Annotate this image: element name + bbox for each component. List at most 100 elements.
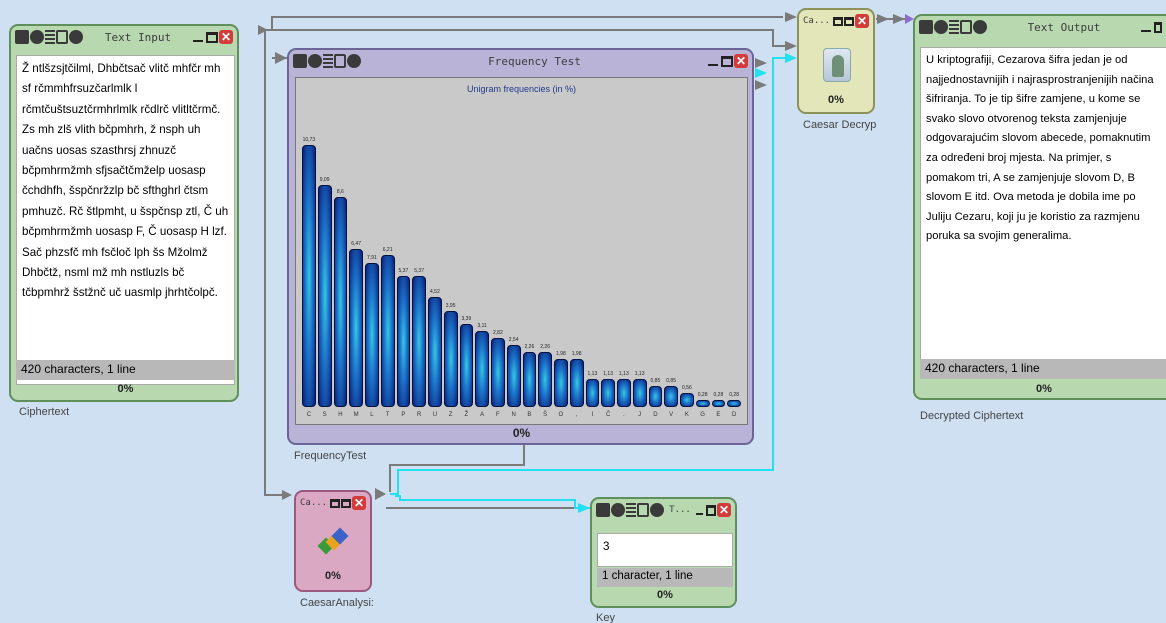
list-icon[interactable] (949, 20, 959, 34)
close-icon[interactable]: ✕ (352, 496, 366, 510)
help-icon[interactable] (973, 20, 987, 34)
minimize-icon[interactable] (193, 40, 203, 42)
frequency-test-titlebar[interactable]: Frequency Test ✕ (289, 50, 752, 72)
bar-value-label: 7,91 (362, 255, 382, 261)
image-settings-icon[interactable] (596, 503, 610, 517)
chart-bar (302, 145, 316, 407)
category-label: P (395, 412, 411, 418)
category-label: B (521, 412, 537, 418)
key-output-component[interactable]: T... ✕ 3 1 character, 1 line 0% (590, 497, 737, 608)
category-label: D (726, 412, 742, 418)
book-icon[interactable] (334, 54, 346, 68)
wire-input-to-decrypt-2 (272, 30, 785, 46)
text-input-status: 420 characters, 1 line (16, 360, 235, 380)
category-label: F (490, 412, 506, 418)
chart-bar (412, 276, 426, 407)
category-label: D (647, 412, 663, 418)
maximize-icon[interactable] (721, 56, 733, 67)
category-label: , (569, 412, 585, 418)
frequency-test-title: Frequency Test (361, 55, 708, 68)
chart-bar (507, 345, 521, 407)
category-label: H (332, 412, 348, 418)
caesar-analysis-titlebar[interactable]: Ca... ✕ (296, 492, 370, 514)
key-output-textarea[interactable]: 3 (597, 533, 733, 567)
maximize-icon[interactable] (341, 499, 351, 508)
gear-icon[interactable] (611, 503, 625, 517)
minimize-icon[interactable] (696, 513, 703, 515)
close-icon[interactable]: ✕ (219, 30, 233, 44)
bar-value-label: 6,47 (346, 241, 366, 247)
list-icon[interactable] (323, 54, 333, 68)
maximize-icon[interactable] (206, 32, 218, 43)
caesar-decrypt-icon (823, 48, 851, 82)
frequency-test-progress: 0% (295, 426, 748, 440)
book-icon[interactable] (56, 30, 68, 44)
chart-bar (586, 379, 600, 407)
chart-bar (444, 311, 458, 407)
maximize-icon[interactable] (1154, 22, 1162, 33)
image-settings-icon[interactable] (293, 54, 307, 68)
text-input-textarea[interactable]: Ž ntlšzsjtčilml, Dhbčtsač vlitč mhfčr mh… (16, 55, 235, 385)
bar-value-label: 3,39 (456, 316, 476, 322)
key-output-titlebar[interactable]: T... ✕ (592, 499, 735, 521)
chart-bar (460, 324, 474, 407)
category-label: L (364, 412, 380, 418)
bar-value-label: 3,95 (441, 303, 461, 309)
image-settings-icon[interactable] (919, 20, 933, 34)
chart-bar (727, 400, 741, 407)
close-icon[interactable]: ✕ (855, 14, 869, 28)
help-icon[interactable] (347, 54, 361, 68)
bar-value-label: 0,28 (724, 392, 744, 398)
text-input-titlebar[interactable]: Text Input ✕ (11, 26, 237, 48)
maximize-icon[interactable] (330, 499, 340, 508)
category-label: Z (443, 412, 459, 418)
wire-input-to-analysis (265, 30, 288, 495)
help-icon[interactable] (650, 503, 664, 517)
bar-value-label: 3,11 (472, 323, 492, 329)
maximize-icon[interactable] (833, 17, 843, 26)
text-output-titlebar[interactable]: Text Output (915, 16, 1166, 38)
category-label: T (380, 412, 396, 418)
key-output-status: 1 character, 1 line (597, 568, 733, 587)
book-icon[interactable] (637, 503, 649, 517)
caesar-decrypt-titlebar[interactable]: Ca... ✕ (799, 10, 873, 32)
chart-bar (523, 352, 537, 407)
caesar-decrypt-component[interactable]: Ca... ✕ 0% (797, 8, 875, 114)
text-input-title: Text Input (83, 31, 193, 44)
gear-icon[interactable] (308, 54, 322, 68)
image-settings-icon[interactable] (15, 30, 29, 44)
close-icon[interactable]: ✕ (734, 54, 748, 68)
list-icon[interactable] (626, 503, 636, 517)
caesar-analysis-component[interactable]: Ca... ✕ 0% (294, 490, 372, 592)
category-label: Š (537, 412, 553, 418)
text-input-component[interactable]: Text Input ✕ Ž ntlšzsjtčilml, Dhbčtsač v… (9, 24, 239, 402)
category-label: U (427, 412, 443, 418)
chart-bar (538, 352, 552, 407)
list-icon[interactable] (45, 30, 55, 44)
text-output-component[interactable]: Text Output U kriptografiji, Cezarova ši… (913, 14, 1166, 400)
maximize-icon[interactable] (844, 17, 854, 26)
category-label: E (710, 412, 726, 418)
help-icon[interactable] (69, 30, 83, 44)
frequency-test-component[interactable]: Frequency Test ✕ Unigram frequencies (in… (287, 48, 754, 445)
category-label: N (506, 412, 522, 418)
maximize-icon[interactable] (706, 505, 716, 516)
book-icon[interactable] (960, 20, 972, 34)
gear-icon[interactable] (934, 20, 948, 34)
category-label: I (584, 412, 600, 418)
text-output-progress: 0% (920, 383, 1166, 395)
text-output-textarea[interactable]: U kriptografiji, Cezarova šifra jedan je… (920, 47, 1166, 367)
minimize-icon[interactable] (708, 64, 718, 66)
close-icon[interactable]: ✕ (717, 503, 731, 517)
category-label: Ž (458, 412, 474, 418)
chart-bar (334, 197, 348, 407)
category-label: M (348, 412, 364, 418)
chart-bar (397, 276, 411, 407)
text-output-status: 420 characters, 1 line (920, 359, 1166, 379)
minimize-icon[interactable] (1141, 30, 1151, 32)
gear-icon[interactable] (30, 30, 44, 44)
category-label: O (553, 412, 569, 418)
bar-value-label: 2,82 (488, 330, 508, 336)
chart-bar (712, 400, 726, 407)
